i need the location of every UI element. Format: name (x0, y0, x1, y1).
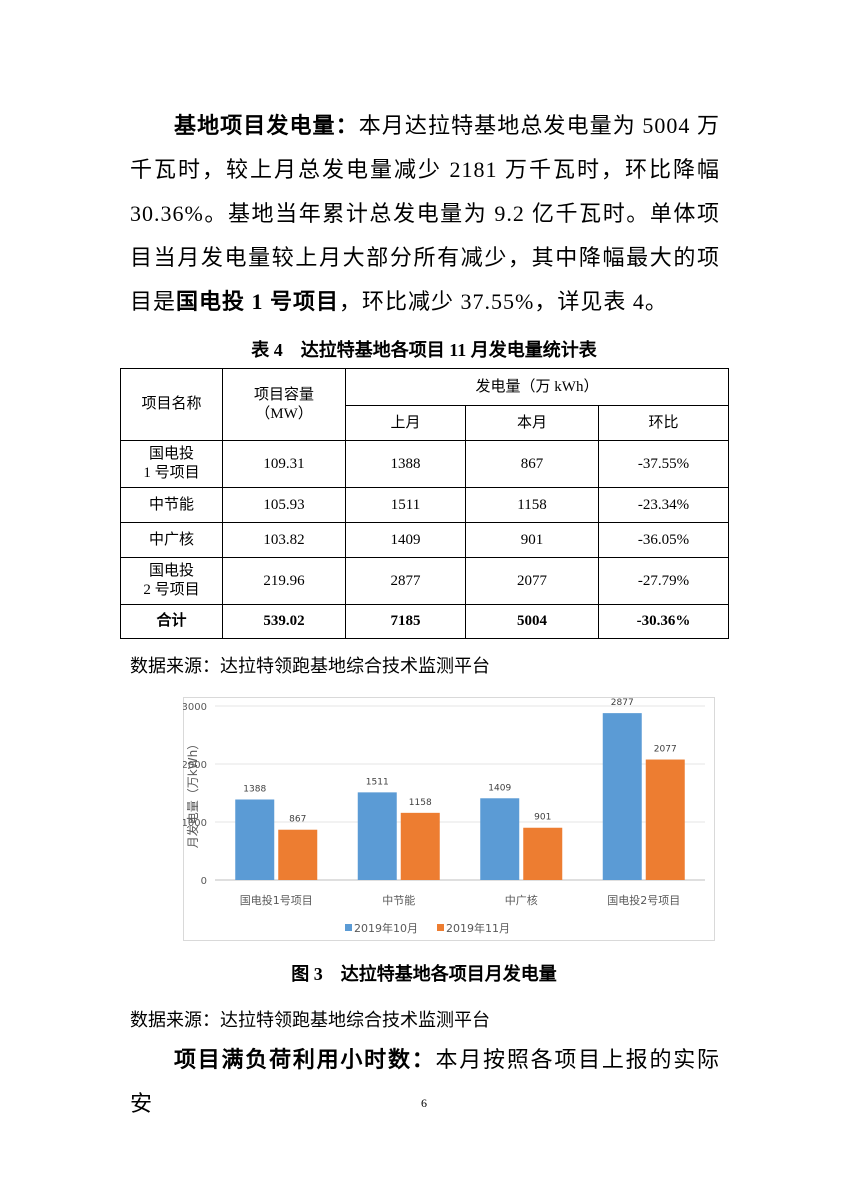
figure-caption: 图 3 达拉特基地各项目月发电量 (291, 964, 557, 984)
y-tick-label: 3000 (183, 702, 207, 713)
y-tick-label: 2000 (183, 760, 207, 771)
table: 项目名称 项目容量 （MW） 发电量（万 kWh） 上月 本月 环比 国电投 1 号项目… (120, 368, 729, 639)
table-cell: 109.31 (222, 440, 346, 488)
header-cell: 上月 (345, 405, 466, 441)
table-cell: 2877 (345, 557, 466, 605)
bar (278, 829, 318, 880)
table-cell: 中节能 (120, 487, 223, 523)
lead: 基地项目发电量： (174, 113, 359, 138)
bold-text: 国电投 1 号项目 (176, 289, 340, 314)
chart-frame (183, 697, 715, 941)
bar (523, 827, 563, 880)
data-label: 901 (534, 813, 551, 823)
legend-label: 2019年11月 (446, 921, 510, 935)
table-cell: -27.79% (598, 557, 729, 605)
y-tick-label: 0 (201, 876, 207, 887)
header-cell: 项目容量 （MW） (222, 368, 346, 441)
table-cell: 合计 (120, 604, 223, 639)
y-axis-title: 月发电量（万kWh） (185, 738, 200, 848)
table-cell: 中广核 (120, 522, 223, 558)
table-cell: 国电投 1 号项目 (120, 440, 223, 488)
table-cell: -37.55% (598, 440, 729, 488)
data-label: 1511 (366, 777, 389, 787)
lead: 项目满负荷利用小时数： (174, 1047, 436, 1072)
table-cell: 1388 (345, 440, 466, 488)
figure-source: 数据来源：达拉特领跑基地综合技术监测平台 (130, 1010, 490, 1030)
table-cell: 539.02 (222, 604, 346, 639)
text: ，环比减少 37.55%，详见表 4。 (339, 289, 668, 314)
table-source: 数据来源：达拉特领跑基地综合技术监测平台 (130, 656, 490, 676)
table-cell: 1158 (465, 487, 599, 523)
table-cell: 5004 (465, 604, 599, 639)
table-row: 国电投 2 号项目 219.96 2877 2077 -27.79% (120, 557, 729, 605)
bar (357, 792, 397, 880)
table-cell: 1511 (345, 487, 466, 523)
table-row: 中节能 105.93 1511 1158 -23.34% (120, 487, 729, 523)
table-cell: -36.05% (598, 522, 729, 558)
data-label: 1409 (488, 783, 511, 793)
paragraph: 项目满负荷利用小时数：本月按照各项目上报的实际安 (130, 1038, 720, 1126)
table-cell: 901 (465, 522, 599, 558)
table-cell: 1409 (345, 522, 466, 558)
table-cell: 7185 (345, 604, 466, 639)
table-cell: 219.96 (222, 557, 346, 605)
table-cell: -30.36% (598, 604, 729, 639)
bar (400, 812, 440, 880)
table-cell: 103.82 (222, 522, 346, 558)
bar (602, 713, 642, 880)
data-label: 2077 (654, 745, 677, 755)
table-row: 合计 539.02 7185 5004 -30.36% (120, 604, 729, 639)
header-cell: 本月 (465, 405, 599, 441)
legend-swatch (437, 924, 444, 931)
x-tick-label: 国电投2号项目 (607, 893, 680, 907)
data-label: 867 (289, 815, 306, 825)
bar (645, 759, 685, 880)
table-row: 中广核 103.82 1409 901 -36.05% (120, 522, 729, 558)
header-cell: 发电量（万 kWh） (345, 368, 729, 406)
table-cell: 2077 (465, 557, 599, 605)
table-cell: -23.34% (598, 487, 729, 523)
table-cell: 105.93 (222, 487, 346, 523)
data-label: 1388 (243, 784, 266, 794)
header-cell: 项目名称 (120, 368, 223, 441)
table-cell: 867 (465, 440, 599, 488)
legend-label: 2019年10月 (354, 921, 418, 935)
x-tick-label: 中广核 (505, 893, 538, 907)
text: 本月按照各项目上报的实际安 (130, 1047, 720, 1116)
table-row: 国电投 1 号项目 109.31 1388 867 -37.55% (120, 440, 729, 488)
text: 本月达拉特基地总发电量为 5004 万千瓦时，较上月总发电量减少 2181 万千… (130, 113, 720, 314)
table-caption: 表 4 达拉特基地各项目 11 月发电量统计表 (251, 340, 597, 360)
table-cell: 国电投 2 号项目 (120, 557, 223, 605)
header-cell: 环比 (598, 405, 729, 441)
paragraph: 基地项目发电量：本月达拉特基地总发电量为 5004 万千瓦时，较上月总发电量减少… (130, 104, 720, 324)
chart: 0 1000 2000 3000 月发电量（万kWh） 国电投1号项目 1388 867 中节能… (183, 697, 715, 941)
bar (480, 798, 520, 880)
bar (235, 799, 275, 880)
data-label: 1158 (409, 798, 432, 808)
x-tick-label: 中节能 (382, 893, 415, 907)
y-tick-label: 1000 (183, 818, 207, 829)
x-tick-label: 国电投1号项目 (240, 893, 313, 907)
page-number: 6 (421, 1096, 427, 1110)
data-label: 2877 (611, 698, 634, 708)
legend-swatch (345, 924, 352, 931)
